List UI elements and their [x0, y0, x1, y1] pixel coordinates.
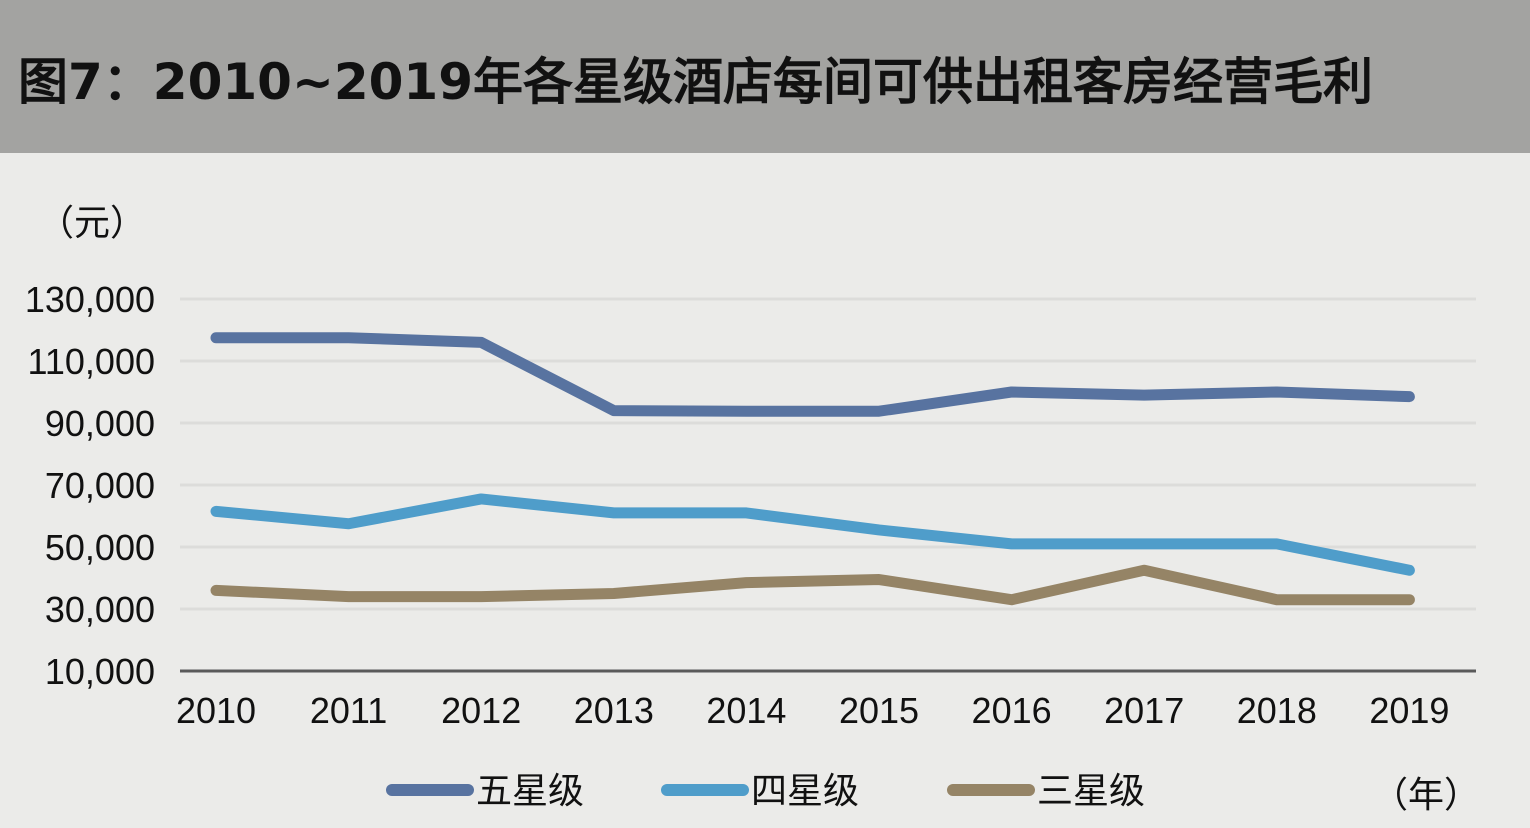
x-tick-label: 2018 [1237, 690, 1317, 731]
y-tick-label: 90,000 [45, 403, 155, 444]
grid-layer [180, 297, 1476, 673]
series-line-三星级 [210, 564, 1415, 606]
x-tick-label: 2017 [1104, 690, 1184, 731]
legend-label: 五星级 [476, 771, 584, 812]
legend-label: 三星级 [1037, 771, 1145, 812]
x-tick-label: 2016 [972, 690, 1052, 731]
legend-label: 四星级 [751, 771, 859, 812]
x-tick-label: 2019 [1369, 690, 1449, 731]
y-tick-label: 130,000 [25, 279, 155, 320]
x-tick-label: 2012 [441, 690, 521, 731]
y-tick-label: 70,000 [45, 465, 155, 506]
series-line-四星级 [210, 493, 1415, 576]
x-tick-label: 2010 [176, 690, 256, 731]
x-tick-labels: 2010 2011 2012 2013 2014 2015 2016 2017 2018 2019 [176, 690, 1449, 731]
chart-title: 图7：2010~2019年各星级酒店每间可供出租客房经营毛利 [18, 53, 1374, 111]
y-tick-label: 50,000 [45, 527, 155, 568]
y-tick-label: 10,000 [45, 651, 155, 692]
y-axis-unit-label: （元） [38, 203, 147, 244]
series-layer [210, 332, 1415, 606]
y-tick-label: 110,000 [28, 341, 155, 382]
x-axis-unit-label: （年） [1372, 775, 1481, 816]
x-tick-label: 2015 [839, 690, 919, 731]
x-tick-label: 2013 [574, 690, 654, 731]
x-tick-label: 2011 [310, 690, 387, 731]
y-tick-label: 30,000 [45, 589, 155, 630]
title-bar: 图7：2010~2019年各星级酒店每间可供出租客房经营毛利 [0, 0, 1530, 153]
x-tick-label: 2014 [706, 690, 786, 731]
y-tick-labels: 130,000 110,000 90,000 70,000 50,000 30,000 10… [25, 279, 155, 692]
series-line-五星级 [210, 332, 1415, 417]
legend: 五星级 四星级 三星级 [386, 771, 1145, 812]
